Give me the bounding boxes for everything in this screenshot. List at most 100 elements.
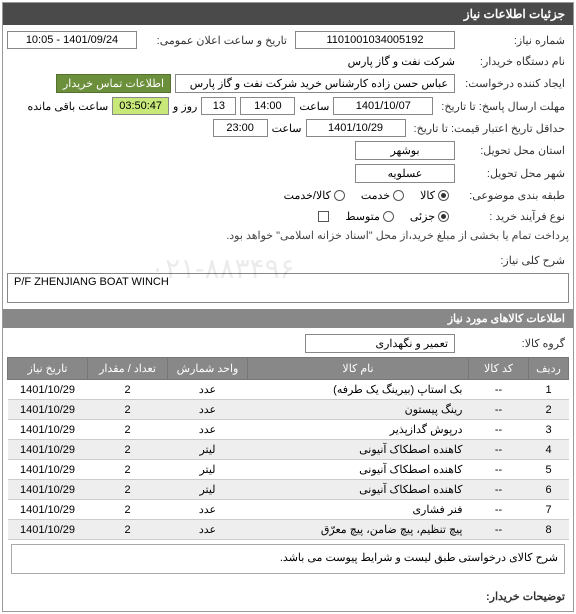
table-header-row: ردیف کد کالا نام کالا واحد شمارش تعداد /…	[8, 358, 569, 380]
table-cell: --	[469, 440, 529, 460]
table-row[interactable]: 6--کاهنده اصطکاک آنیونیلیتر21401/10/29	[8, 480, 569, 500]
radio-icon	[438, 190, 449, 201]
header-section: شماره نیاز: 1101001034005192 تاریخ و ساع…	[3, 25, 573, 309]
table-cell: 2	[88, 480, 168, 500]
delivery-city: عسلویه	[355, 164, 455, 183]
table-cell: 1401/10/29	[8, 460, 88, 480]
main-panel: جزئیات اطلاعات نیاز شماره نیاز: 11010010…	[2, 2, 574, 612]
table-cell: 8	[529, 520, 569, 540]
col-unit: واحد شمارش	[168, 358, 248, 380]
col-date: تاریخ نیاز	[8, 358, 88, 380]
col-qty: تعداد / مقدار	[88, 358, 168, 380]
table-cell: 3	[529, 420, 569, 440]
table-cell: --	[469, 400, 529, 420]
days-field: 13	[201, 97, 236, 115]
panel-title: جزئیات اطلاعات نیاز	[3, 3, 573, 25]
buyer-label: نام دستگاه خریدار:	[459, 53, 569, 70]
need-no-field: 1101001034005192	[295, 31, 455, 49]
buy-partial-radio[interactable]: جزئی	[410, 210, 449, 223]
table-cell: کاهنده اصطکاک آنیونی	[248, 480, 469, 500]
need-no-label: شماره نیاز:	[459, 32, 569, 49]
table-cell: --	[469, 380, 529, 400]
table-cell: 4	[529, 440, 569, 460]
table-row[interactable]: 2--رینگ پیستونعدد21401/10/29	[8, 400, 569, 420]
table-cell: 1401/10/29	[8, 480, 88, 500]
table-cell: --	[469, 480, 529, 500]
table-cell: فنر فشاری	[248, 500, 469, 520]
table-cell: 2	[88, 380, 168, 400]
table-cell: 1401/10/29	[8, 440, 88, 460]
table-cell: 1401/10/29	[8, 420, 88, 440]
table-cell: --	[469, 500, 529, 520]
table-cell: 5	[529, 460, 569, 480]
table-cell: --	[469, 420, 529, 440]
valid-label: حداقل تاریخ اعتبار قیمت: تا تاریخ:	[410, 120, 569, 137]
cat-service-radio[interactable]: خدمت	[361, 189, 404, 202]
announce-field: 1401/09/24 - 10:05	[7, 31, 137, 49]
table-cell: 2	[88, 420, 168, 440]
table-cell: 2	[88, 520, 168, 540]
table-cell: رینگ پیستون	[248, 400, 469, 420]
table-cell: لیتر	[168, 440, 248, 460]
table-cell: عدد	[168, 400, 248, 420]
table-row[interactable]: 1--بک استاپ (بیرینگ یک طرفه)عدد21401/10/…	[8, 380, 569, 400]
treasury-checkbox[interactable]	[318, 211, 329, 222]
buy-type-label: نوع فرآیند خرید :	[459, 208, 569, 225]
announce-label: تاریخ و ساعت اعلان عمومی:	[141, 32, 291, 49]
col-row: ردیف	[529, 358, 569, 380]
table-cell: 1401/10/29	[8, 380, 88, 400]
table-cell: --	[469, 460, 529, 480]
goods-table: ردیف کد کالا نام کالا واحد شمارش تعداد /…	[7, 357, 569, 540]
time-label-2: ساعت	[272, 122, 302, 135]
deadline-time: 14:00	[240, 97, 295, 115]
table-cell: 1401/10/29	[8, 500, 88, 520]
remain-label: ساعت باقی مانده	[27, 100, 108, 113]
category-label: طبقه بندی موضوعی:	[459, 187, 569, 204]
delivery-city-label: شهر محل تحویل:	[459, 165, 569, 182]
table-cell: عدد	[168, 500, 248, 520]
table-row[interactable]: 3--درپوش گدازپذیرعدد21401/10/29	[8, 420, 569, 440]
subject-field: P/F ZHENJIANG BOAT WINCH	[7, 273, 569, 303]
days-label: روز و	[173, 100, 197, 113]
table-cell: 2	[88, 440, 168, 460]
table-cell: عدد	[168, 420, 248, 440]
table-cell: 2	[88, 400, 168, 420]
valid-date: 1401/10/29	[306, 119, 406, 137]
buyer-notes-label: توضیحات خریدار:	[459, 588, 569, 605]
table-row[interactable]: 4--کاهنده اصطکاک آنیونیلیتر21401/10/29	[8, 440, 569, 460]
radio-icon	[334, 190, 345, 201]
countdown-timer: 03:50:47	[112, 97, 169, 115]
table-cell: 6	[529, 480, 569, 500]
valid-time: 23:00	[213, 119, 268, 137]
group-field: تعمیر و نگهداری	[305, 334, 455, 353]
buy-medium-radio[interactable]: متوسط	[345, 210, 394, 223]
contact-info-button[interactable]: اطلاعات تماس خریدار	[56, 74, 171, 93]
table-row[interactable]: 8--پیچ تنظیم، پیچ ضامن، پیچ معرّقعدد2140…	[8, 520, 569, 540]
goods-section-header: اطلاعات کالاهای مورد نیاز	[3, 309, 573, 328]
cat-goods-radio[interactable]: کالا	[420, 189, 449, 202]
table-cell: --	[469, 520, 529, 540]
table-cell: لیتر	[168, 460, 248, 480]
goods-description: شرح کالای درخواستی طبق لیست و شرایط پیوس…	[11, 544, 565, 574]
col-name: نام کالا	[248, 358, 469, 380]
table-cell: درپوش گدازپذیر	[248, 420, 469, 440]
table-cell: 1401/10/29	[8, 520, 88, 540]
time-label-1: ساعت	[299, 100, 329, 113]
deadline-date: 1401/10/07	[333, 97, 433, 115]
table-cell: عدد	[168, 380, 248, 400]
table-cell: کاهنده اصطکاک آنیونی	[248, 460, 469, 480]
table-cell: 2	[88, 460, 168, 480]
group-label: گروه کالا:	[459, 335, 569, 352]
cat-both-radio[interactable]: کالا/خدمت	[284, 189, 345, 202]
table-cell: لیتر	[168, 480, 248, 500]
table-cell: پیچ تنظیم، پیچ ضامن، پیچ معرّق	[248, 520, 469, 540]
requester-field: عباس حسن زاده کارشناس خرید شرکت نفت و گا…	[175, 74, 455, 93]
deadline-label: مهلت ارسال پاسخ: تا تاریخ:	[437, 98, 569, 115]
table-row[interactable]: 7--فنر فشاریعدد21401/10/29	[8, 500, 569, 520]
table-cell: بک استاپ (بیرینگ یک طرفه)	[248, 380, 469, 400]
table-cell: کاهنده اصطکاک آنیونی	[248, 440, 469, 460]
radio-icon	[438, 211, 449, 222]
table-row[interactable]: 5--کاهنده اصطکاک آنیونیلیتر21401/10/29	[8, 460, 569, 480]
table-cell: 2	[88, 500, 168, 520]
table-cell: 1401/10/29	[8, 400, 88, 420]
